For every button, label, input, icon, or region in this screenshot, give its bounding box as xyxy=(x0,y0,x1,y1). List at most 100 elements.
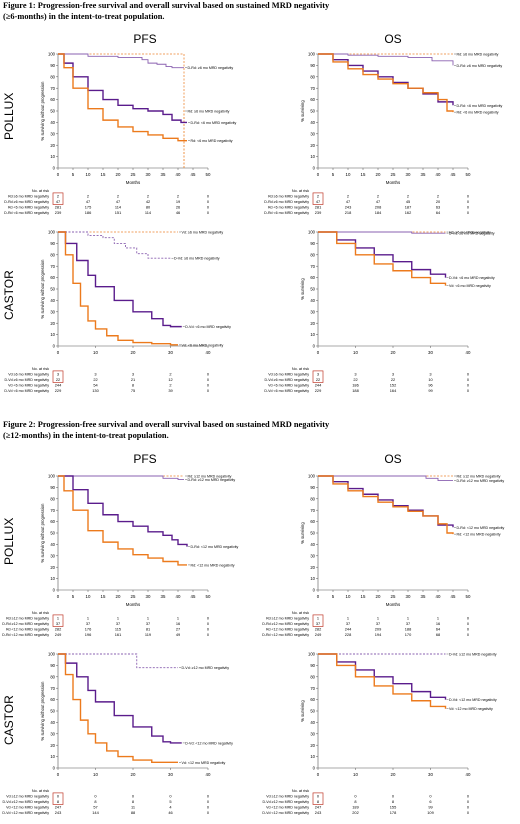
risk-table-value: 176 xyxy=(85,627,92,632)
y-tick-label: 90 xyxy=(50,241,55,246)
risk-table-value: 0 xyxy=(207,621,210,626)
risk-table-value: 37 xyxy=(346,621,350,626)
series-label: Rd: ≥6 mo MRD negativity xyxy=(188,110,230,114)
risk-table-value: 88 xyxy=(131,810,135,815)
x-tick-label: 45 xyxy=(451,594,456,599)
y-axis-label: % surviving xyxy=(300,100,305,122)
risk-table-value: 229 xyxy=(55,388,62,393)
series-line xyxy=(318,53,454,113)
x-tick-label: 30 xyxy=(428,772,433,777)
risk-table-value: 243 xyxy=(345,205,352,210)
series-line xyxy=(58,475,188,547)
risk-table-row-label: D-Vd <12 mo MRD negativity xyxy=(2,811,49,815)
risk-table-value: 0 xyxy=(207,199,210,204)
y-tick-label: 0 xyxy=(53,588,56,593)
risk-table-value: 8 xyxy=(317,799,319,804)
risk-table-value: 5 xyxy=(169,799,171,804)
x-tick-label: 40 xyxy=(436,172,441,177)
risk-table-value: 187 xyxy=(405,205,412,210)
y-tick-label: 50 xyxy=(310,109,315,114)
risk-table-value: 151 xyxy=(115,210,122,215)
series-line xyxy=(318,475,453,482)
x-tick-label: 20 xyxy=(391,772,396,777)
series-line xyxy=(58,231,171,259)
risk-table-value: 45 xyxy=(406,199,410,204)
y-tick-label: 50 xyxy=(50,709,55,714)
y-tick-label: 70 xyxy=(310,86,315,91)
y-tick-label: 70 xyxy=(50,508,55,513)
y-tick-label: 20 xyxy=(310,743,315,748)
risk-table-value: 228 xyxy=(345,632,352,637)
risk-table-value: 209 xyxy=(375,627,382,632)
risk-table-row-label: Vd <12 mo MRD negativity xyxy=(266,806,309,810)
risk-table-value: 2 xyxy=(117,194,119,199)
x-tick-label: 0 xyxy=(57,772,60,777)
risk-table-value: 243 xyxy=(315,810,322,815)
x-tick-label: 0 xyxy=(317,350,320,355)
x-tick-label: 5 xyxy=(332,172,335,177)
y-tick-label: 50 xyxy=(310,287,315,292)
risk-table-value: 282 xyxy=(315,627,322,632)
y-tick-label: 40 xyxy=(50,542,55,547)
risk-table-value: 184 xyxy=(375,210,382,215)
risk-table-value: 249 xyxy=(55,632,62,637)
risk-table-value: 0 xyxy=(467,627,470,632)
risk-table-row-label: D-Vd <6 mo MRD negativity xyxy=(4,389,49,393)
x-tick-label: 25 xyxy=(131,594,136,599)
risk-table-value: 3 xyxy=(57,372,59,377)
series-label: D-Rd: <6 mo MRD negativity xyxy=(457,104,503,108)
x-tick-label: 30 xyxy=(406,172,411,177)
risk-table-value: 0 xyxy=(94,794,97,799)
risk-table-row-label: D-Rd ≥6 mo MRD negativity xyxy=(264,200,309,204)
x-tick-label: 30 xyxy=(168,350,173,355)
risk-table-value: 3 xyxy=(392,372,394,377)
y-axis-label: % surviving xyxy=(300,278,305,300)
header-os-fig1: OS xyxy=(384,32,402,46)
risk-table-value: 2 xyxy=(169,383,171,388)
x-tick-label: 0 xyxy=(317,772,320,777)
y-tick-label: 80 xyxy=(50,252,55,257)
y-tick-label: 30 xyxy=(50,131,55,136)
risk-table-value: 0 xyxy=(317,794,320,799)
y-tick-label: 90 xyxy=(50,485,55,490)
figure2-title-line2: (≥12-months) in the intent-to-treat popu… xyxy=(3,431,169,440)
risk-table-value: 6 xyxy=(429,799,431,804)
risk-table-value: 2 xyxy=(377,194,379,199)
risk-table-value: 0 xyxy=(132,794,135,799)
risk-table-value: 37 xyxy=(316,621,320,626)
series-line xyxy=(58,231,178,346)
risk-table-value: 54 xyxy=(93,383,98,388)
risk-table-row-label: Rd ≥12 mo MRD negativity xyxy=(6,617,49,621)
series-label: Vd: <12 mo MRD negativity xyxy=(182,761,226,765)
risk-table-value: 22 xyxy=(353,377,357,382)
y-tick-label: 20 xyxy=(310,321,315,326)
risk-table-value: 0 xyxy=(467,194,470,199)
risk-table-value: 22 xyxy=(391,377,395,382)
series-label: Vd: <6 mo MRD negativity xyxy=(182,343,224,347)
risk-table-value: 8 xyxy=(57,799,59,804)
risk-table-value: 47 xyxy=(86,199,90,204)
y-axis-label: % surviving without progression xyxy=(40,503,45,563)
risk-table-value: 186 xyxy=(352,383,359,388)
risk-table-row-label: D-Rd <12 mo MRD negativity xyxy=(262,633,309,637)
risk-table-value: 194 xyxy=(375,632,382,637)
x-tick-label: 10 xyxy=(93,350,98,355)
x-tick-label: 15 xyxy=(101,172,106,177)
x-tick-label: 25 xyxy=(391,594,396,599)
header-pfs-fig1: PFS xyxy=(133,32,157,46)
y-tick-label: 20 xyxy=(50,321,55,326)
x-tick-label: 10 xyxy=(93,772,98,777)
y-tick-label: 30 xyxy=(50,731,55,736)
risk-table-highlight-box xyxy=(312,192,324,205)
x-tick-label: 40 xyxy=(206,772,211,777)
risk-table-value: 21 xyxy=(131,377,135,382)
y-tick-label: 10 xyxy=(50,332,55,337)
y-tick-label: 50 xyxy=(50,109,55,114)
risk-table-value: 170 xyxy=(405,632,412,637)
risk-table-row-label: D-Vd ≥12 mo MRD negativity xyxy=(262,800,309,804)
figure2-title-line1: Figure 2: Progression-free survival and … xyxy=(3,420,330,429)
y-tick-label: 90 xyxy=(310,63,315,68)
series-label: Rd: ≥12 mo MRD negativity xyxy=(457,475,501,479)
x-tick-label: 40 xyxy=(206,350,211,355)
